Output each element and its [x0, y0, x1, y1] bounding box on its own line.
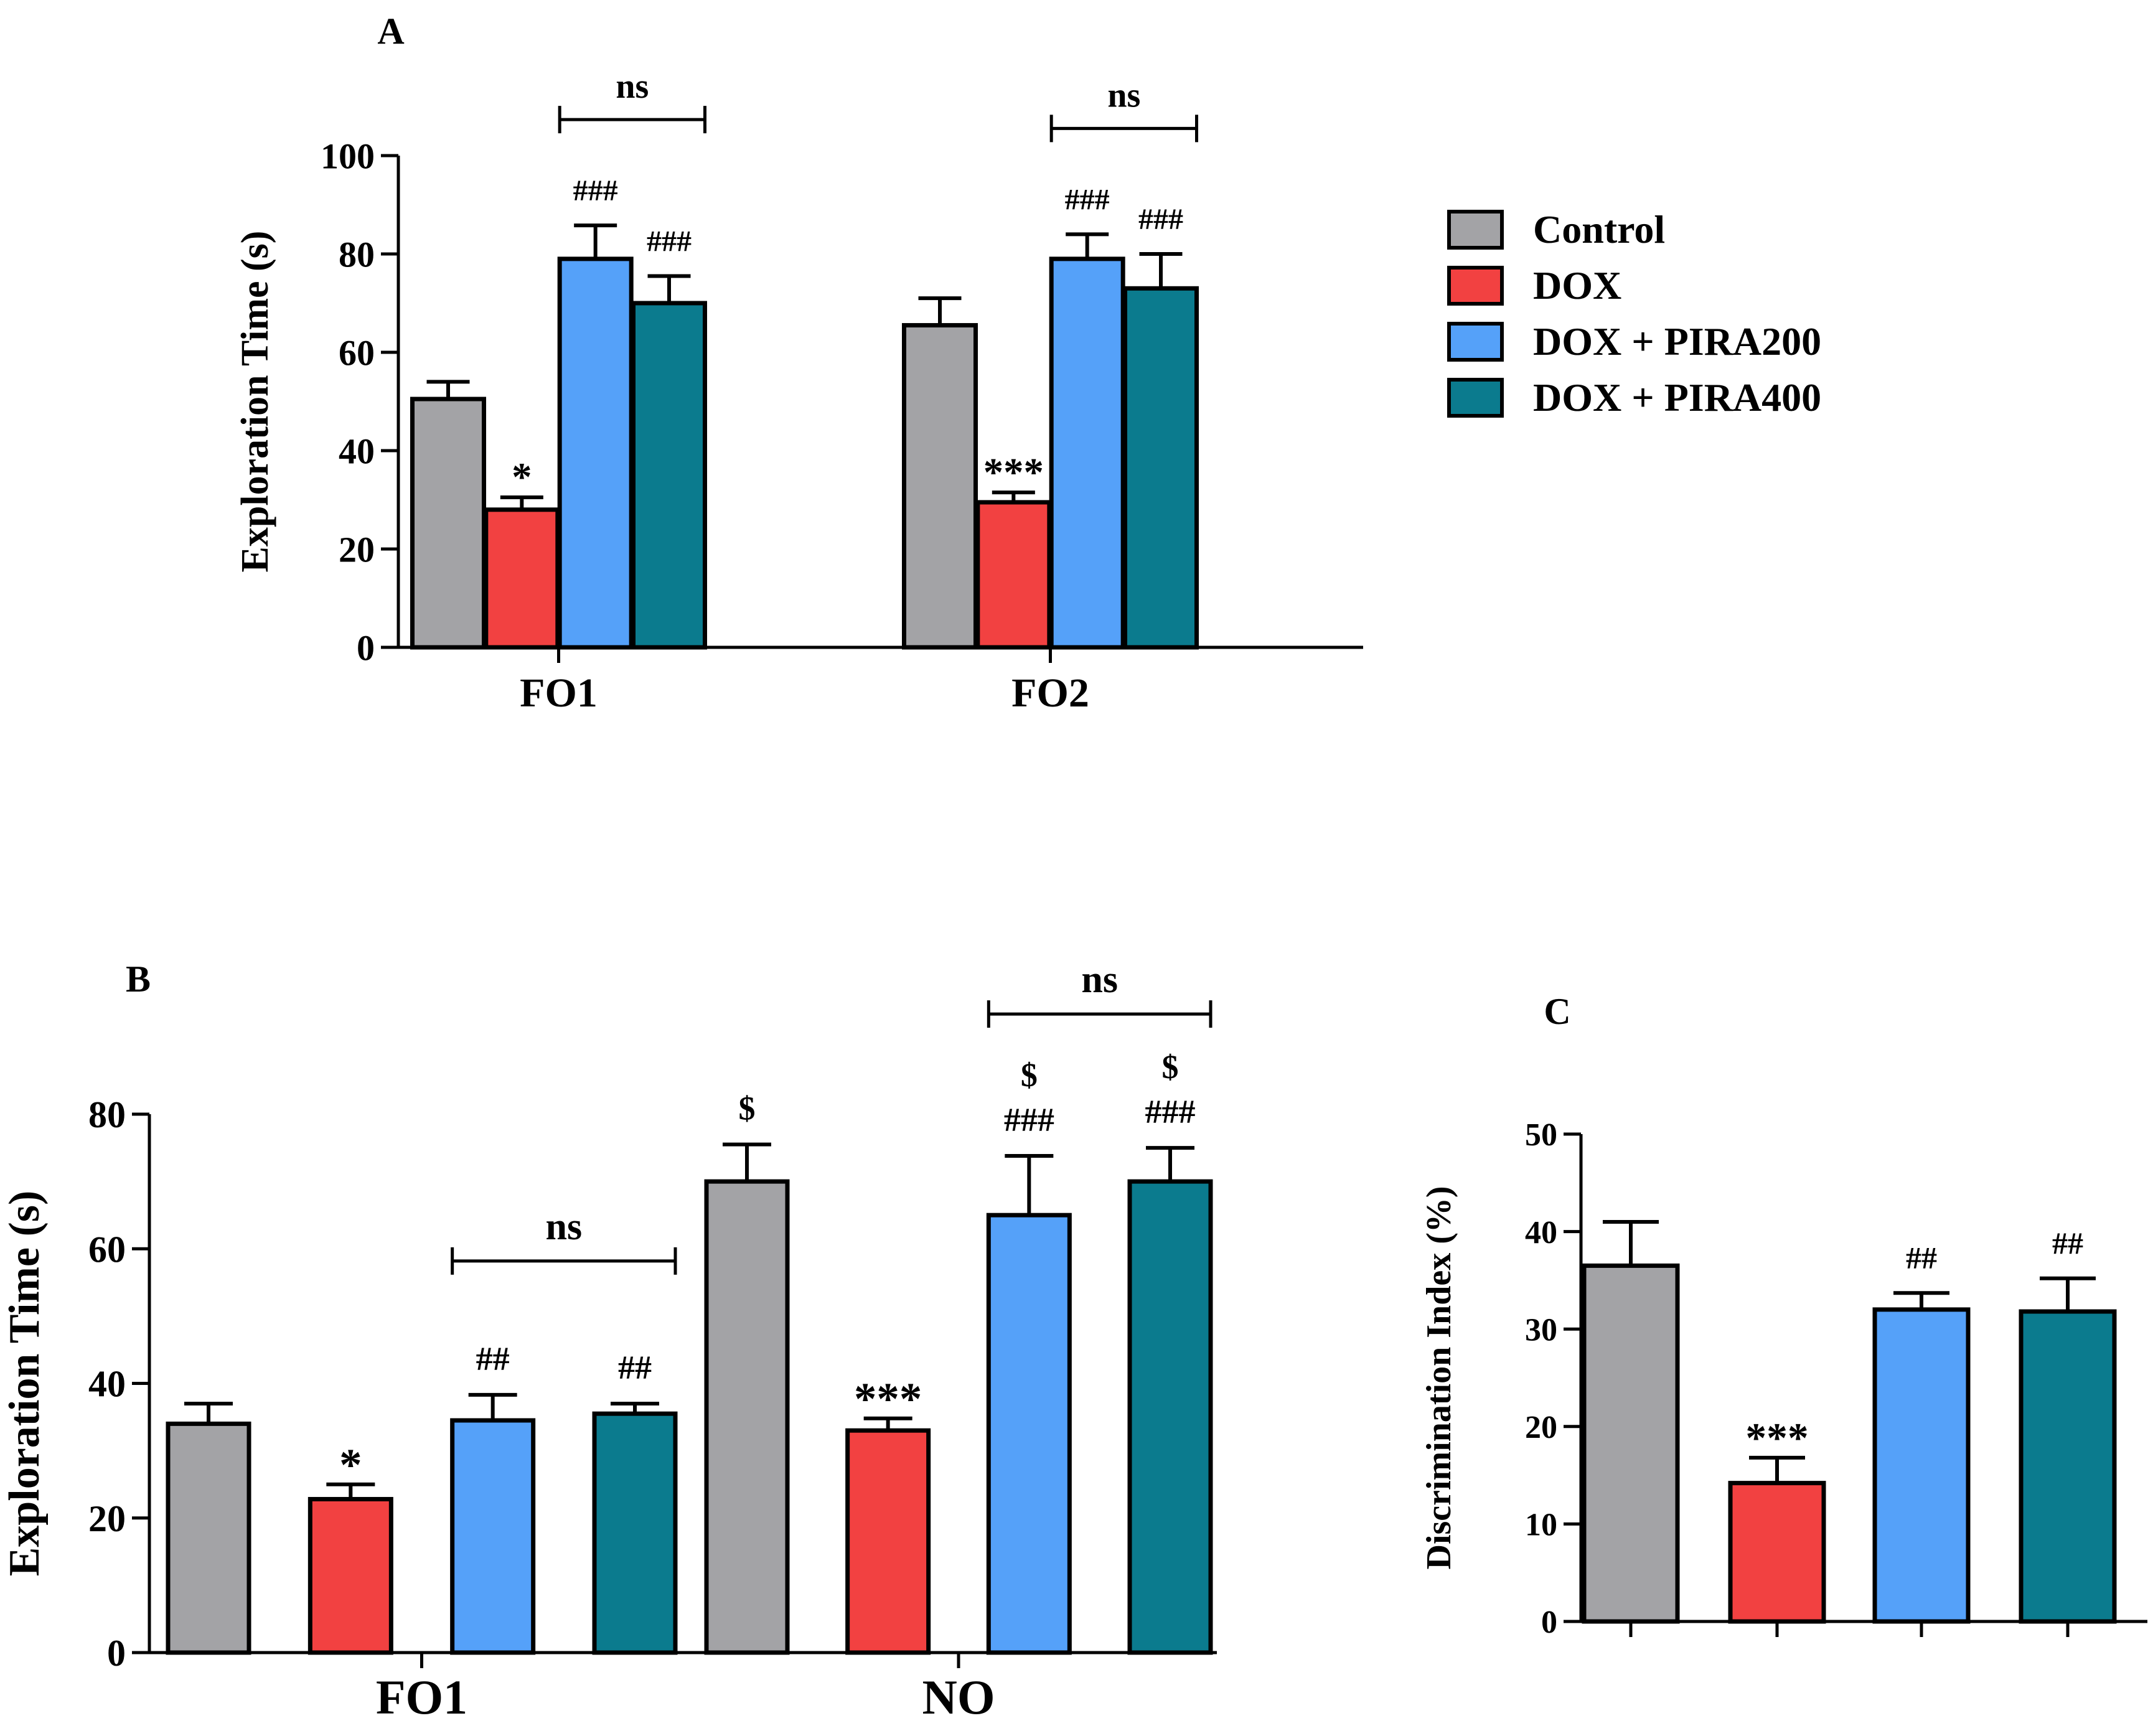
panel-B-bracket-label: ns — [1081, 959, 1118, 1001]
panel-B-bar-fo1-1 — [307, 1496, 393, 1655]
panel-B-bar-fo1-0 — [166, 1421, 251, 1655]
panel-B-bar-fo1-2 — [450, 1418, 536, 1655]
panel-A-y-label: Exploration Time (s) — [234, 231, 276, 573]
panel-B-y-tick-label: 20 — [88, 1498, 126, 1539]
legend-label-1: DOX — [1533, 263, 1621, 307]
panel-A-bracket-label: ns — [616, 67, 649, 106]
panel-A-y-tick-label: 100 — [321, 136, 375, 176]
panel-C-y-tick-label: 50 — [1525, 1117, 1557, 1153]
panel-C-bar-2-significance-label: ## — [1906, 1240, 1937, 1275]
panel-B-y-tick-label: 60 — [88, 1229, 126, 1270]
panel-A-y-tick-label: 20 — [339, 529, 375, 570]
panel-A-bar-fo2-2-significance-label: ### — [1065, 183, 1110, 216]
panel-C-y-tick-label: 30 — [1525, 1312, 1557, 1348]
panel-A-bar-fo1-2-significance-label: ### — [573, 174, 618, 207]
panel-A-bracket-label: ns — [1107, 76, 1140, 115]
panel-B-x-tick-label: FO1 — [376, 1670, 467, 1724]
panel-A-bar-fo1-3-significance-label: ### — [647, 225, 692, 258]
panel-C-y-label: Discrimination Index (%) — [1420, 1186, 1458, 1570]
panel-B-bar-fo1-1-significance-label: * — [339, 1439, 362, 1490]
panel-B-bar-no-1 — [845, 1428, 931, 1655]
panel-B-bar-no-0 — [704, 1179, 790, 1655]
panel-C-bar-1-significance-label: *** — [1745, 1414, 1808, 1461]
panel-A-bar-fo2-3 — [1123, 286, 1199, 650]
panel-A-x-tick-label: FO2 — [1011, 670, 1089, 716]
panel-B-y-label: Exploration Time (s) — [1, 1191, 49, 1577]
panel-A-bar-fo1-1-significance-label: * — [512, 455, 532, 500]
panel-A-bar-fo2-1 — [975, 500, 1052, 650]
panel-C-bar-3-significance-label: ## — [2052, 1226, 2083, 1260]
panel-B-bar-no-2-significance-label: $ — [1021, 1056, 1038, 1094]
legend-swatch-0 — [1447, 210, 1504, 250]
panel-C-bar-3 — [2019, 1309, 2117, 1624]
legend-swatch-2 — [1447, 322, 1504, 362]
panel-A-y-tick-label: 80 — [339, 234, 375, 274]
panel-C-bar-0 — [1582, 1263, 1680, 1624]
panel-B-bar-fo1-3-significance-label: ## — [618, 1349, 652, 1386]
panel-B-y-tick-label: 80 — [88, 1094, 126, 1135]
panel-A-bar-fo1-1 — [484, 507, 560, 650]
panel-C-y-tick-label: 20 — [1525, 1410, 1557, 1445]
panel-C-bar-1 — [1728, 1481, 1826, 1624]
panel-B-bar-no-3-significance-label: ### — [1145, 1093, 1196, 1130]
panel-B-y-tick-label: 40 — [88, 1364, 126, 1405]
legend-swatch-1 — [1447, 266, 1504, 306]
panel-B-bar-no-2 — [986, 1213, 1072, 1655]
panel-B-bar-no-3-significance-label: $ — [1162, 1048, 1179, 1086]
panel-B-bar-fo1-2-significance-label: ## — [476, 1340, 510, 1377]
panel-C-y-tick-label: 10 — [1525, 1508, 1557, 1543]
panel-B-y-tick-label: 0 — [107, 1633, 126, 1674]
panel-A-x-tick-label: FO1 — [520, 670, 598, 716]
legend-label-2: DOX + PIRA200 — [1533, 319, 1821, 364]
panel-B-bar-no-2-significance-label: ### — [1004, 1101, 1054, 1138]
panel-C-bar-2 — [1872, 1307, 1971, 1624]
panel-A-bar-fo1-2 — [557, 256, 634, 650]
panel-A-bar-fo1-3 — [631, 301, 707, 650]
panel-B-bar-no-0-significance-label: $ — [739, 1090, 756, 1127]
panel-A-y-tick-label: 40 — [339, 431, 375, 471]
panel-B-bar-no-3 — [1127, 1179, 1213, 1655]
panel-B-bar-fo1-3 — [592, 1411, 678, 1655]
panel-A-y-tick-label: 0 — [357, 627, 375, 668]
panel-B-bracket-label: ns — [546, 1206, 583, 1248]
panel-A-bar-fo1-0 — [410, 396, 486, 650]
legend-swatch-3 — [1447, 378, 1504, 418]
panel-C-y-tick-label: 40 — [1525, 1215, 1557, 1250]
panel-A-letter: A — [377, 11, 404, 52]
panel-C-y-tick-label: 0 — [1541, 1605, 1557, 1640]
panel-B-letter: B — [126, 959, 151, 1000]
panel-A-bar-fo2-0 — [902, 323, 978, 650]
panel-B-bar-no-1-significance-label: *** — [854, 1374, 922, 1424]
panel-A-bar-fo2-1-significance-label: *** — [983, 450, 1044, 495]
panel-A-y-tick-label: 60 — [339, 332, 375, 373]
panel-A-bar-fo2-3-significance-label: ### — [1138, 203, 1183, 236]
panel-C-letter: C — [1544, 991, 1570, 1032]
panel-A-bar-fo2-2 — [1049, 256, 1125, 650]
legend-label-0: Control — [1533, 207, 1665, 251]
panel-B-x-tick-label: NO — [922, 1670, 995, 1724]
legend-label-3: DOX + PIRA400 — [1533, 375, 1821, 420]
